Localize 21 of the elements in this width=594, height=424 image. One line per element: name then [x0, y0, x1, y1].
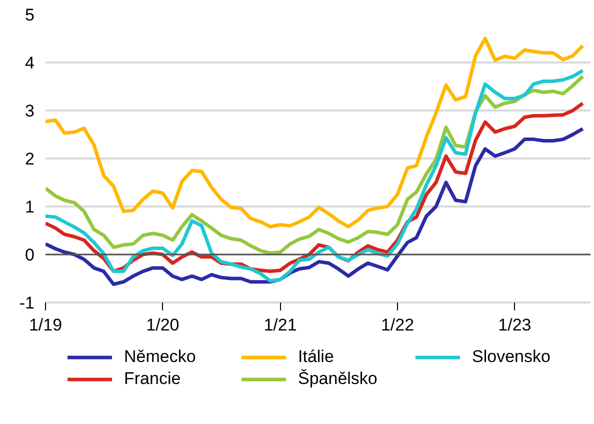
legend-label: Německo	[124, 347, 197, 367]
y-tick-label: 3	[25, 102, 35, 120]
y-tick-label: 0	[25, 246, 35, 264]
y-tick-label: 4	[25, 54, 35, 72]
legend-label: Španělsko	[298, 369, 378, 389]
legend-label: Francie	[124, 369, 182, 389]
line-series	[46, 68, 585, 283]
y-tick-label: 5	[25, 6, 35, 24]
y-tick-label: 2	[25, 150, 35, 168]
x-tick-label: 1/23	[498, 316, 532, 334]
line-series	[46, 36, 585, 228]
line-series	[46, 126, 585, 286]
x-tick-label: 1/20	[146, 316, 180, 334]
legend-label: Itálie	[298, 347, 335, 367]
x-tick-label: 1/21	[264, 316, 297, 334]
x-tick-label: 1/19	[28, 316, 62, 334]
legend-label: Slovensko	[472, 347, 552, 367]
y-tick-label: 1	[25, 198, 35, 216]
line-series	[46, 74, 585, 255]
x-tick-label: 1/22	[380, 316, 414, 334]
y-tick-label: -1	[19, 294, 35, 312]
